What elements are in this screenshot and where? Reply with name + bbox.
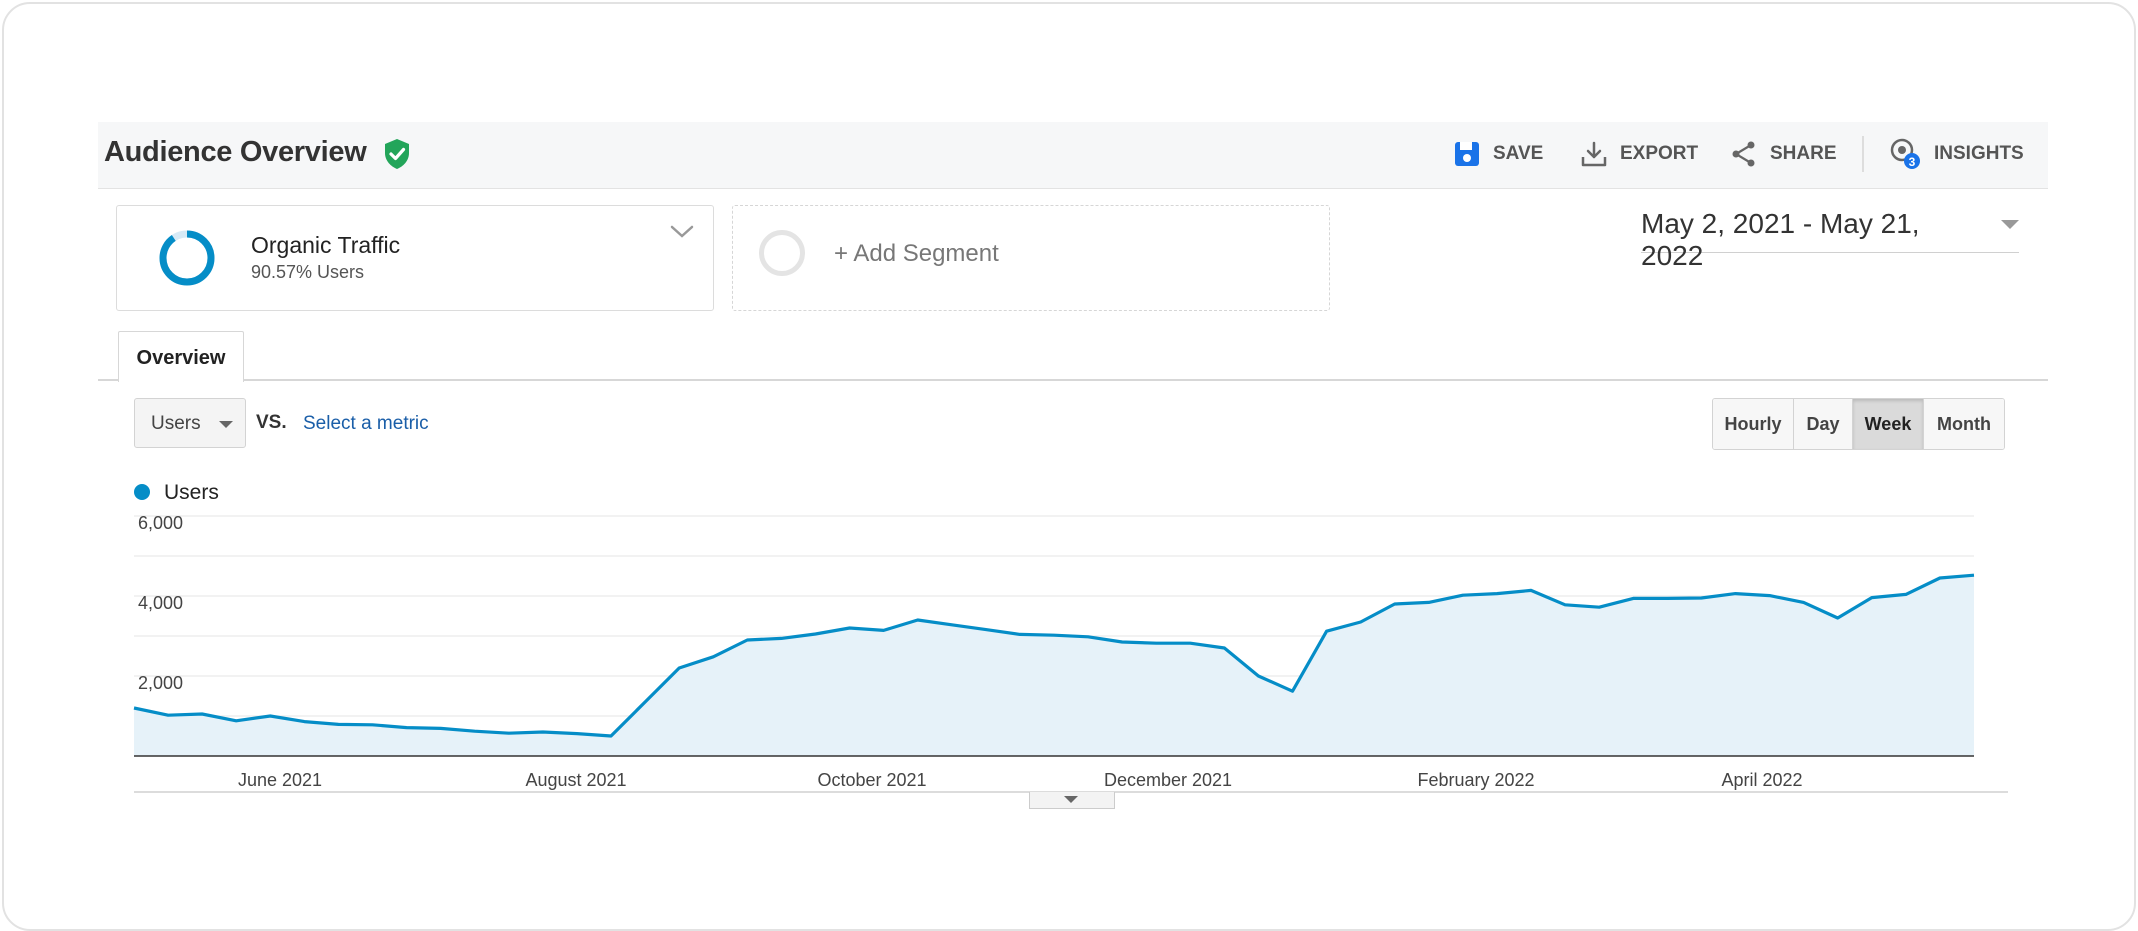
segment-subtitle: 90.57% Users <box>251 262 365 282</box>
insights-label: INSIGHTS <box>1934 143 2024 164</box>
granularity-month-button[interactable]: Month <box>1924 399 2004 449</box>
granularity-day-button[interactable]: Day <box>1794 399 1853 449</box>
save-label: SAVE <box>1493 143 1544 164</box>
select-metric-link[interactable]: Select a metric <box>303 413 429 434</box>
insights-badge: 3 <box>1909 155 1916 169</box>
save-button[interactable]: SAVE <box>1453 137 1543 171</box>
date-range-picker[interactable]: May 2, 2021 - May 21, 2022 <box>1641 208 2019 271</box>
tab-divider <box>98 379 2048 381</box>
caret-down-icon <box>1064 796 1078 803</box>
granularity-toggle: Hourly Day Week Month <box>1712 398 2005 450</box>
save-icon <box>1455 142 1479 166</box>
legend-dot-users <box>134 484 150 500</box>
vs-label: VS. <box>256 412 287 433</box>
x-tick-label: August 2021 <box>525 770 626 790</box>
y-tick-label: 2,000 <box>138 673 183 693</box>
segment-card-organic-traffic[interactable]: Organic Traffic 90.57% Users <box>116 205 714 311</box>
share-label: SHARE <box>1770 143 1837 164</box>
date-range-label: May 2, 2021 - May 21, 2022 <box>1641 208 1920 271</box>
audience-overview-panel: Audience Overview SAVE EXPORT <box>98 122 2048 820</box>
x-tick-label: October 2021 <box>817 770 926 790</box>
users-area-fill <box>134 575 1974 756</box>
chevron-down-icon[interactable] <box>669 222 695 242</box>
caret-down-icon <box>219 421 233 428</box>
x-tick-label: December 2021 <box>1104 770 1232 790</box>
users-line-chart: 6,000 4,000 2,000 June 2021 August 2021 Octob… <box>133 513 2008 793</box>
add-segment-button[interactable]: + Add Segment <box>732 205 1330 311</box>
chart-scroll-handle[interactable] <box>1029 792 1115 809</box>
insights-button[interactable]: 3 INSIGHTS <box>1888 137 2024 171</box>
x-tick-label: February 2022 <box>1417 770 1534 790</box>
page-title: Audience Overview <box>104 136 367 168</box>
x-tick-label: June 2021 <box>238 770 322 790</box>
share-icon <box>1732 141 1755 167</box>
download-icon <box>1581 141 1607 167</box>
tab-overview[interactable]: Overview <box>118 331 244 382</box>
insights-icon: 3 <box>1890 138 1920 169</box>
caret-down-icon <box>2001 220 2019 229</box>
y-tick-label: 6,000 <box>138 513 183 533</box>
y-tick-label: 4,000 <box>138 593 183 613</box>
report-header: Audience Overview SAVE EXPORT <box>98 122 2048 189</box>
segment-share-ring-icon <box>159 230 215 286</box>
users-series-line <box>133 573 1975 738</box>
legend-label-users: Users <box>164 481 219 504</box>
granularity-week-button[interactable]: Week <box>1853 399 1924 449</box>
header-divider <box>1862 136 1864 172</box>
export-button[interactable]: EXPORT <box>1580 137 1698 171</box>
verified-shield-icon <box>385 139 409 169</box>
segment-name: Organic Traffic <box>251 232 401 258</box>
empty-segment-ring-icon <box>759 230 805 276</box>
metric-select[interactable]: Users <box>134 398 246 448</box>
granularity-hourly-button[interactable]: Hourly <box>1713 399 1794 449</box>
x-tick-label: April 2022 <box>1721 770 1802 790</box>
export-label: EXPORT <box>1620 143 1699 164</box>
add-segment-label: + Add Segment <box>834 240 999 267</box>
share-button[interactable]: SHARE <box>1730 137 1837 171</box>
metric-select-label: Users <box>151 413 201 434</box>
